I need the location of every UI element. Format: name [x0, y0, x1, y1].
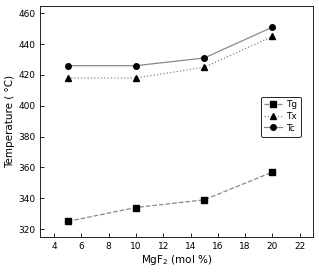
Y-axis label: Temperature ( °C): Temperature ( °C) [5, 75, 16, 168]
Tc [66, 64, 70, 67]
Legend: Tg, Tx, Tc: Tg, Tx, Tc [261, 97, 301, 136]
Tg [134, 206, 138, 209]
Tc [134, 64, 138, 67]
Tc [271, 25, 274, 29]
Tg [202, 198, 206, 201]
Tx [134, 76, 138, 80]
Tx [202, 66, 206, 69]
Line: Tx: Tx [65, 34, 275, 81]
X-axis label: MgF$_2$ (mol %): MgF$_2$ (mol %) [141, 253, 213, 268]
Line: Tc: Tc [65, 24, 275, 69]
Line: Tg: Tg [65, 169, 275, 224]
Tx [66, 76, 70, 80]
Tc [202, 56, 206, 60]
Tg [271, 170, 274, 174]
Tx [271, 35, 274, 38]
Tg [66, 220, 70, 223]
